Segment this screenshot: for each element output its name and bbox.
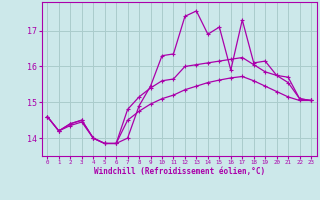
- X-axis label: Windchill (Refroidissement éolien,°C): Windchill (Refroidissement éolien,°C): [94, 167, 265, 176]
